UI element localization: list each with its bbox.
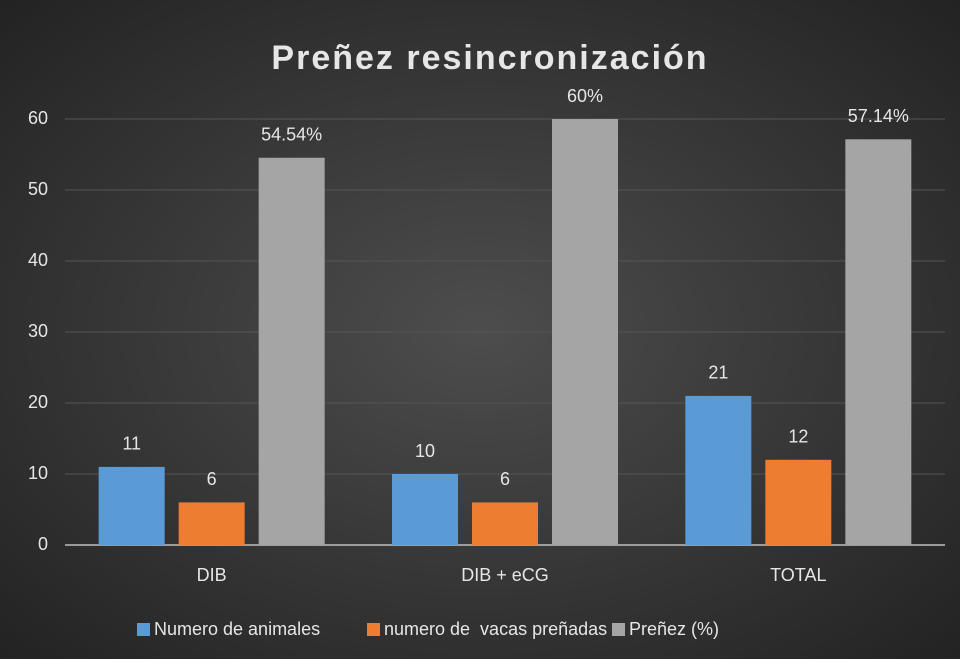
data-label: 6 [207, 469, 217, 489]
y-tick-label: 10 [28, 463, 48, 483]
y-tick-label: 30 [28, 321, 48, 341]
bar [178, 502, 245, 545]
legend-swatch [137, 623, 150, 636]
x-tick-label: TOTAL [770, 565, 826, 585]
bar [472, 502, 538, 545]
legend-label: Numero de animales [154, 619, 320, 639]
data-label: 54.54% [261, 125, 322, 145]
data-label: 57.14% [848, 106, 909, 126]
y-tick-label: 50 [28, 179, 48, 199]
y-tick-label: 0 [38, 534, 48, 554]
legend-label: numero de vacas preñadas [384, 619, 607, 639]
bar [392, 474, 458, 545]
data-label: 6 [500, 469, 510, 489]
data-label: 10 [415, 441, 435, 461]
legend-label: Preñez (%) [629, 619, 719, 639]
data-label: 60% [567, 86, 603, 106]
bar [98, 466, 165, 545]
y-tick-label: 60 [28, 108, 48, 128]
data-label: 12 [788, 427, 808, 447]
bar [552, 119, 618, 545]
bar [258, 157, 325, 546]
bar [845, 139, 912, 545]
data-label: 21 [708, 363, 728, 383]
legend-swatch [612, 623, 625, 636]
chart-title: Preñez resincronización [271, 39, 708, 77]
data-label: 11 [122, 434, 141, 454]
y-tick-label: 20 [28, 392, 48, 412]
y-tick-label: 40 [28, 250, 48, 270]
x-tick-label: DIB [197, 565, 227, 585]
legend-swatch [367, 623, 380, 636]
bar [765, 459, 832, 545]
bar [685, 395, 752, 545]
x-tick-label: DIB + eCG [461, 565, 549, 585]
